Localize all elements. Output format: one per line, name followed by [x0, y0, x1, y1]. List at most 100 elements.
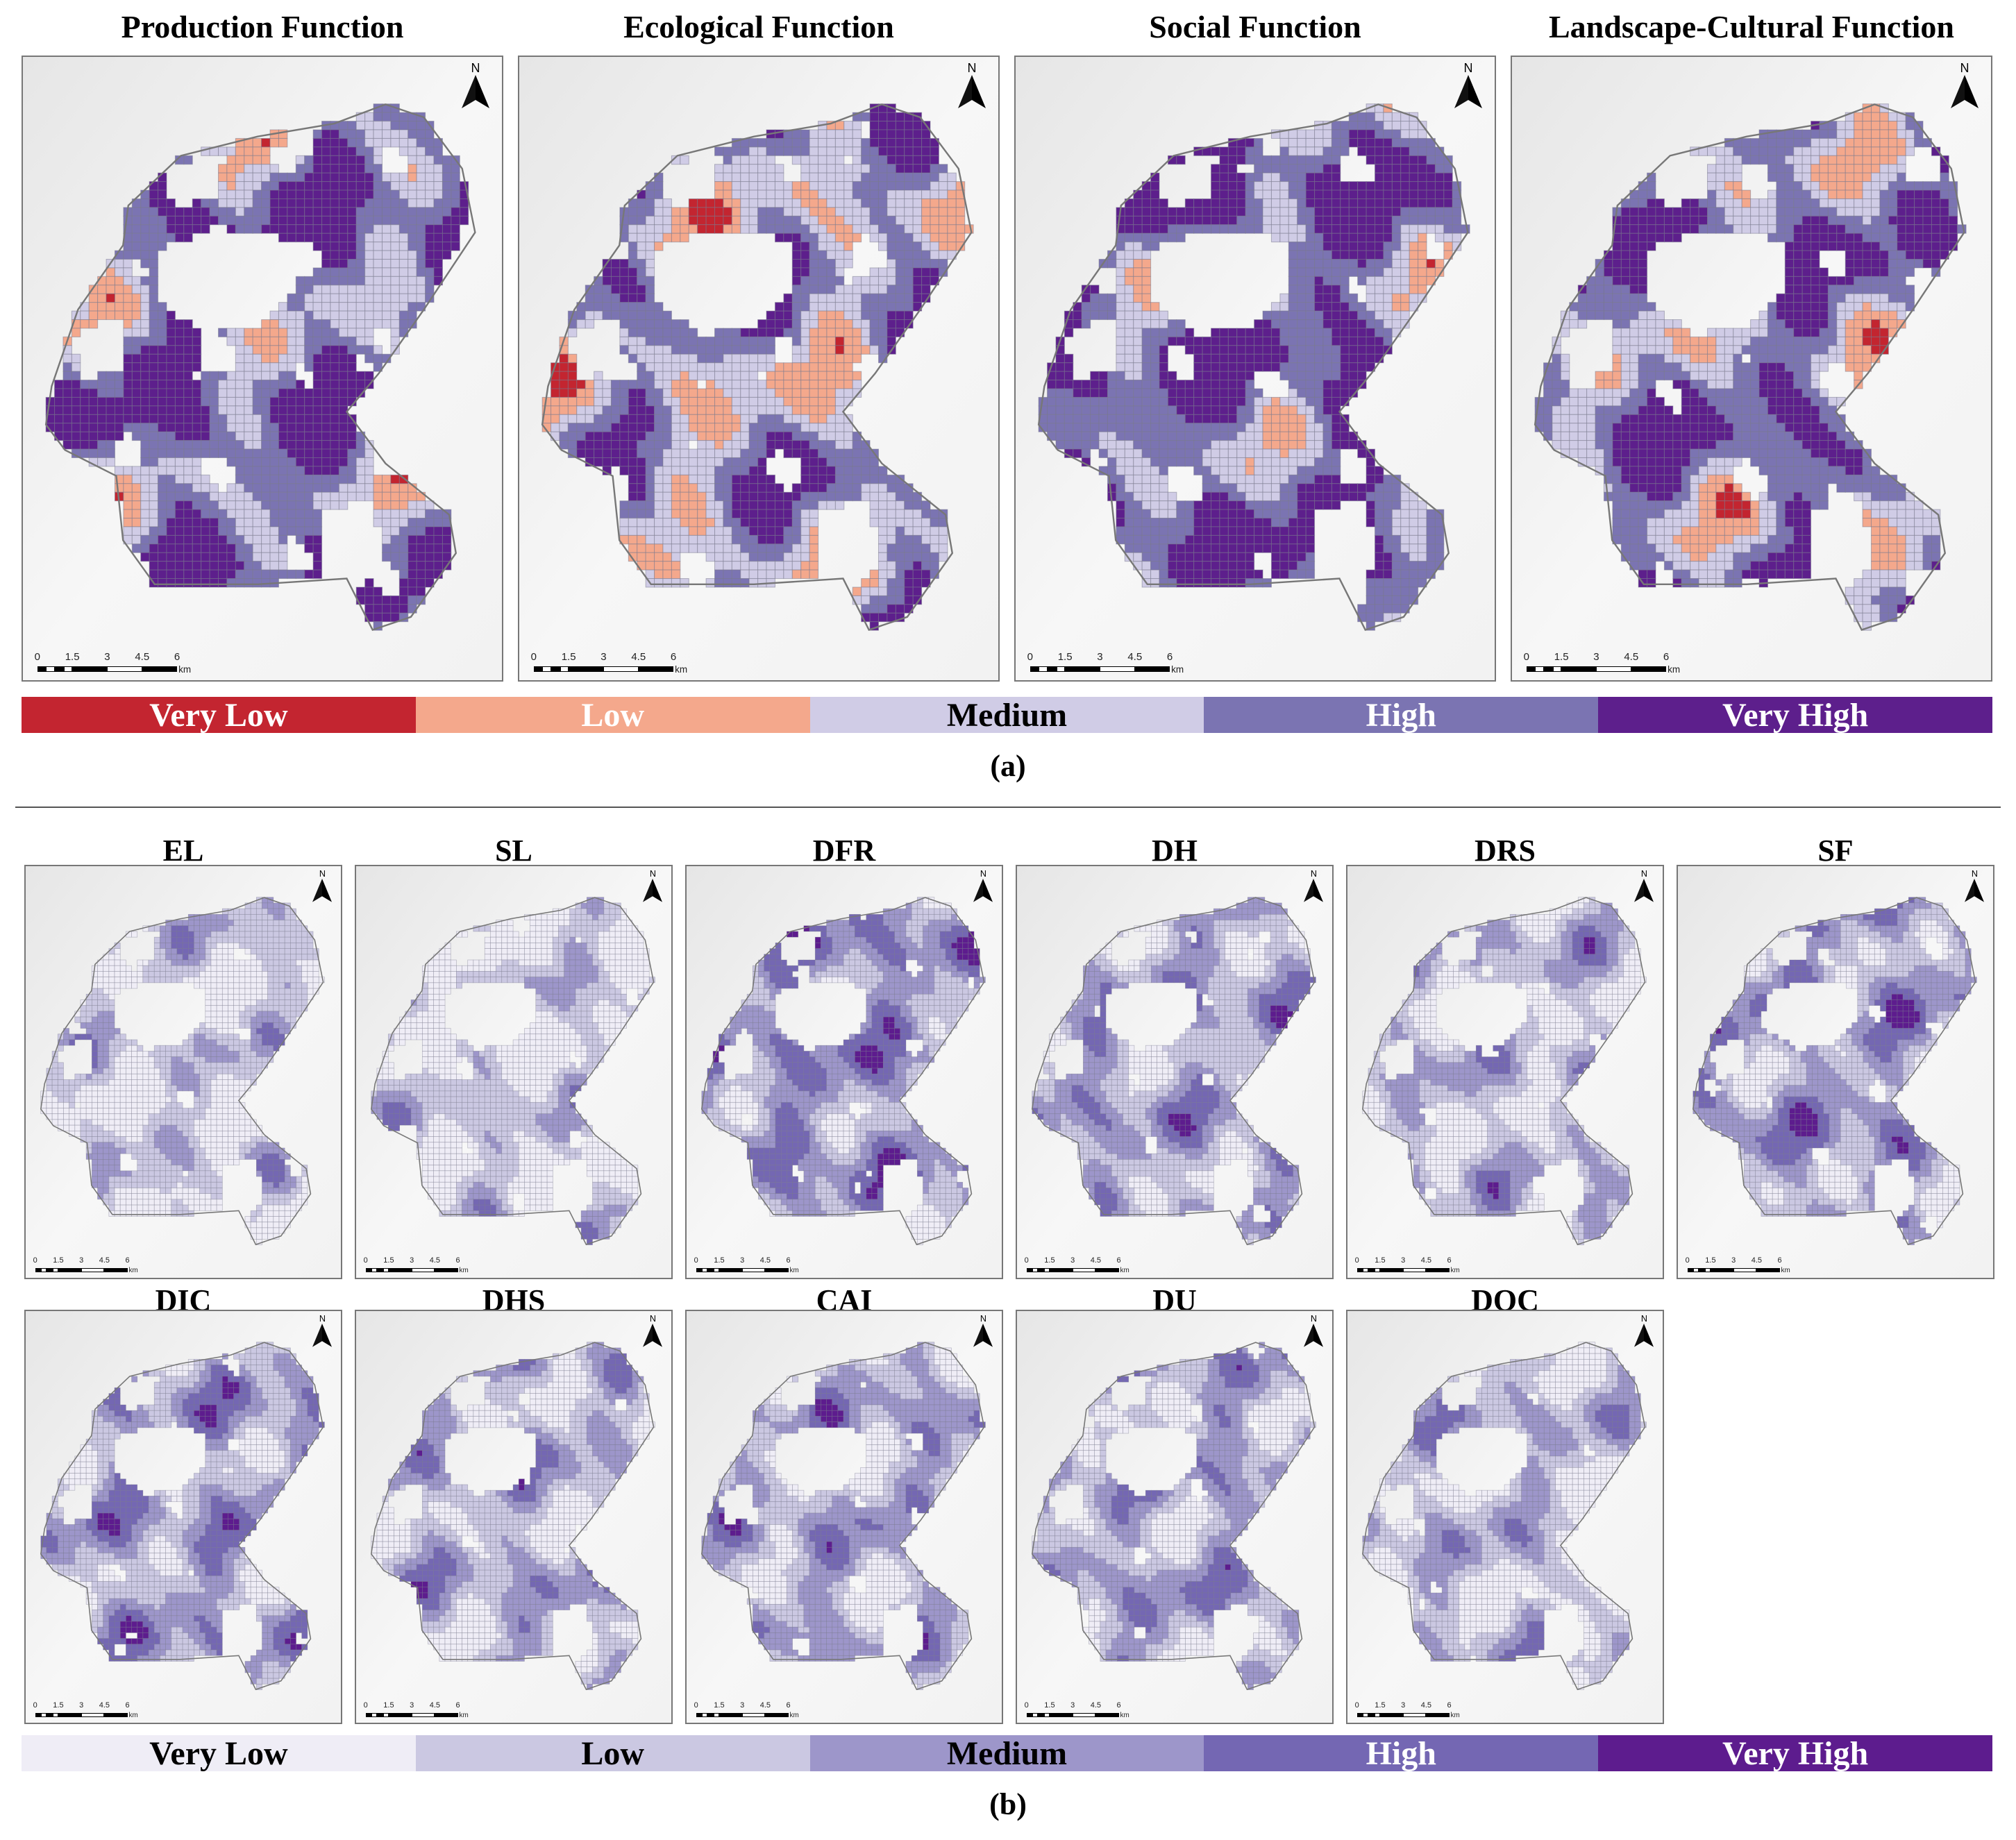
grid-cell	[645, 388, 655, 398]
grid-cell	[1081, 423, 1091, 432]
grid-cell	[183, 353, 193, 364]
grid-cell	[347, 233, 357, 243]
grid-cell	[783, 509, 793, 519]
grid-cell	[1107, 457, 1117, 467]
grid-cell	[1400, 181, 1410, 191]
grid-cell	[637, 198, 646, 208]
grid-cell	[398, 293, 409, 303]
grid-cell	[304, 483, 314, 493]
grid-cell	[131, 474, 142, 484]
grid-cell	[1116, 483, 1125, 493]
grid-cell	[1047, 405, 1057, 415]
grid-cell	[645, 534, 655, 545]
grid-cell	[1426, 518, 1436, 527]
grid-cell	[662, 518, 672, 527]
grid-cell	[252, 336, 262, 346]
grid-cell	[783, 189, 793, 199]
grid-cell	[826, 189, 836, 199]
grid-cell	[619, 319, 629, 329]
grid-cell	[861, 595, 871, 605]
grid-cell	[1366, 302, 1376, 312]
grid-cell	[1236, 396, 1246, 407]
grid-cell	[166, 500, 176, 510]
grid-cell	[338, 242, 348, 251]
grid-cell	[1391, 483, 1402, 493]
grid-cell	[140, 362, 150, 372]
grid-cell	[783, 233, 793, 243]
grid-cell	[680, 215, 689, 226]
grid-cell	[1340, 293, 1350, 303]
grid-cell	[1141, 500, 1152, 510]
grid-cell	[1098, 414, 1108, 424]
grid-cell	[261, 198, 271, 208]
grid-cell	[321, 345, 331, 355]
grid-cell	[861, 310, 871, 321]
grid-cell	[1357, 362, 1367, 372]
grid-cell	[252, 526, 262, 536]
grid-cell	[140, 491, 150, 502]
grid-cell	[671, 457, 681, 467]
grid-cell	[930, 543, 939, 553]
grid-cell	[869, 129, 880, 139]
grid-cell	[645, 189, 655, 199]
grid-cell	[559, 396, 569, 407]
grid-cell	[149, 518, 159, 527]
grid-cell	[740, 396, 750, 407]
grid-cell	[1322, 285, 1332, 294]
grid-cell	[140, 353, 150, 364]
grid-cell	[800, 362, 810, 372]
grid-cell	[654, 181, 664, 191]
grid-cell	[201, 518, 210, 527]
grid-cell	[1297, 250, 1307, 260]
grid-cell	[1141, 293, 1152, 303]
grid-cell	[347, 181, 357, 191]
grid-cell	[1348, 267, 1359, 277]
grid-cell	[1383, 491, 1393, 502]
grid-cell	[80, 405, 90, 415]
grid-cell	[1322, 491, 1332, 502]
grid-cell	[269, 526, 279, 536]
grid-cell	[408, 215, 417, 226]
grid-cell	[1081, 380, 1091, 389]
grid-cell	[1391, 578, 1402, 588]
grid-cell	[938, 552, 948, 562]
grid-cell	[451, 189, 460, 199]
grid-cell	[235, 543, 245, 553]
grid-cell	[723, 189, 732, 199]
grid-cell	[1219, 362, 1229, 372]
grid-cell	[201, 371, 210, 381]
grid-cell	[1331, 414, 1341, 424]
grid-cell	[1340, 423, 1350, 432]
grid-cell	[338, 189, 348, 199]
grid-cell	[1418, 250, 1427, 260]
grid-cell	[774, 431, 784, 441]
grid-cell	[1055, 431, 1065, 441]
grid-cell	[748, 552, 759, 562]
grid-cell	[355, 319, 366, 329]
grid-cell	[757, 518, 767, 527]
grid-cell	[1383, 518, 1393, 527]
grid-cell	[1434, 164, 1445, 174]
grid-cell	[312, 242, 323, 251]
grid-cell	[680, 474, 689, 484]
grid-cell	[390, 310, 400, 321]
grid-cell	[209, 569, 219, 580]
grid-cell	[1227, 353, 1238, 364]
grid-cell	[947, 207, 957, 217]
grid-cell	[1297, 181, 1307, 191]
grid-cell	[338, 448, 348, 459]
grid-cell	[1193, 466, 1203, 475]
grid-cell	[1914, 129, 1924, 139]
grid-cell	[287, 353, 296, 364]
grid-cell	[252, 500, 262, 510]
grid-cell	[1124, 233, 1134, 243]
grid-cell	[774, 423, 784, 432]
grid-cell	[1279, 293, 1289, 303]
grid-cell	[826, 431, 836, 441]
grid-cell	[1150, 302, 1160, 312]
grid-cell	[252, 405, 262, 415]
grid-cell	[1391, 509, 1402, 519]
grid-cell	[140, 526, 150, 536]
grid-cell	[312, 509, 323, 519]
grid-cell	[774, 440, 784, 450]
